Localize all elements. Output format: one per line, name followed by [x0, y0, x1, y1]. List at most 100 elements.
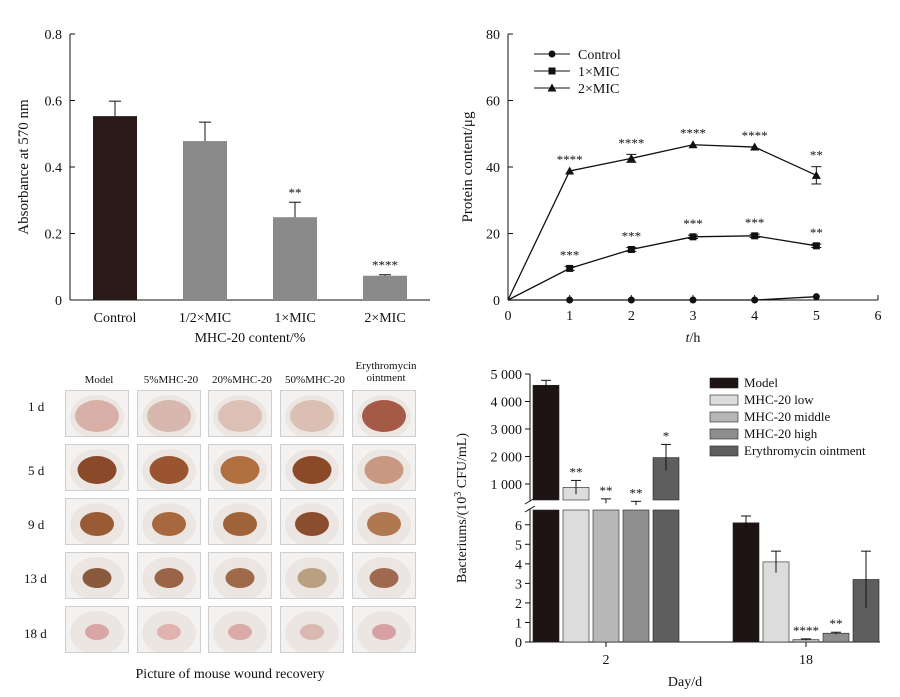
data-point: [566, 296, 574, 304]
bar: [532, 509, 560, 643]
chart-absorbance: 0 0.2 0.4 0.6 0.8 Control 1/2×MIC ** 1×MIC **** 2×…: [16, 28, 430, 346]
row-label: 1 d: [28, 399, 45, 414]
data-point: [689, 296, 697, 304]
y-tick-label: 0.6: [45, 95, 63, 110]
x-tick-label: 4: [751, 309, 758, 324]
wound-illustration: [357, 503, 411, 544]
data-point: [626, 153, 636, 162]
y-tick-label: 4: [515, 558, 522, 573]
significance-mark: ***: [745, 215, 765, 230]
significance-mark: ****: [680, 126, 706, 141]
mouse-wound-photo: [352, 498, 416, 545]
legend-swatch: [709, 377, 739, 389]
row-label: 9 d: [28, 517, 45, 532]
x-tick-label: 18: [799, 653, 813, 668]
bar: [622, 509, 650, 643]
series-line: [507, 235, 817, 301]
x-tick-label: 2×MIC: [364, 311, 405, 326]
wound-illustration: [357, 557, 411, 598]
data-point: [750, 142, 760, 151]
y-tick-label: 20: [486, 228, 500, 243]
mouse-wound-photo: [352, 444, 416, 491]
significance-mark: ****: [793, 623, 819, 638]
bar: [762, 561, 790, 643]
y-tick-label: 60: [486, 95, 500, 110]
x-axis-label: t/h: [686, 331, 701, 346]
x-tick-label: 3: [690, 309, 697, 324]
wound-illustration: [70, 395, 124, 436]
mouse-wound-photo: [65, 552, 129, 599]
mouse-wound-photo: [137, 444, 201, 491]
significance-mark: **: [570, 464, 583, 479]
legend-marker: [547, 83, 557, 92]
wound-illustration: [142, 503, 196, 544]
row-label: 18 d: [24, 626, 47, 641]
legend-label: MHC-20 middle: [744, 409, 831, 424]
bar: [363, 275, 407, 300]
data-point: [689, 233, 697, 241]
wound-illustration: [285, 449, 339, 490]
legend-label: 2×MIC: [578, 82, 619, 97]
data-point: [627, 245, 635, 253]
wound-illustration: [70, 503, 124, 544]
x-tick-label: 6: [875, 309, 882, 324]
bar: [652, 509, 680, 643]
row-label: 5 d: [28, 463, 45, 478]
x-tick-label: Control: [94, 311, 137, 326]
mouse-wound-photo: [280, 444, 344, 491]
wound-illustration: [285, 395, 339, 436]
bar: [183, 141, 227, 300]
data-point: [565, 166, 575, 175]
y-axis-label: Absorbance at 570 nm: [16, 99, 32, 235]
wound-illustration: [142, 557, 196, 598]
y-tick-label: 1: [515, 616, 522, 631]
mouse-wound-photo: [280, 390, 344, 437]
legend-marker: [548, 67, 556, 75]
y-axis-label: Bacteriums/(103 CFU/mL): [453, 433, 471, 583]
bar: [562, 509, 590, 643]
significance-mark: **: [830, 616, 843, 631]
y-tick-label: 3 000: [491, 423, 523, 438]
significance-mark: *: [663, 428, 670, 443]
data-point: [688, 140, 698, 149]
bar: [732, 522, 760, 643]
wound-illustration: [285, 611, 339, 652]
data-point: [812, 293, 820, 301]
significance-mark: ****: [742, 128, 768, 143]
data-point: [812, 242, 820, 250]
bar: [822, 632, 850, 643]
wound-illustration: [213, 503, 267, 544]
row-label: 13 d: [24, 571, 47, 586]
column-label: Model: [84, 374, 114, 386]
wound-illustration: [357, 449, 411, 490]
y-tick-label: 5: [515, 538, 522, 553]
y-tick-label: 5 000: [491, 368, 523, 383]
significance-mark: **: [630, 485, 643, 500]
mouse-wound-photo: [352, 606, 416, 653]
legend-swatch: [709, 445, 739, 457]
significance-mark: ****: [618, 135, 644, 150]
mouse-wound-photo: [208, 390, 272, 437]
wound-illustration: [357, 395, 411, 436]
x-axis-label: Day/d: [668, 675, 702, 690]
mouse-wound-photo: [208, 444, 272, 491]
legend-label: Erythromycin ointment: [744, 443, 866, 458]
significance-mark: ****: [557, 152, 583, 167]
x-tick-label: 1/2×MIC: [179, 311, 231, 326]
y-tick-label: 0.2: [45, 228, 63, 243]
y-tick-label: 40: [486, 161, 500, 176]
bar: [93, 116, 137, 300]
data-point: [627, 296, 635, 304]
wound-illustration: [70, 449, 124, 490]
column-label: Erythromycin ointment: [355, 360, 417, 384]
axis-break-mark: [524, 505, 536, 513]
wound-illustration: [357, 611, 411, 652]
wound-illustration: [213, 557, 267, 598]
mouse-wound-photo: [65, 498, 129, 545]
wound-illustration: [142, 449, 196, 490]
wound-illustration: [213, 611, 267, 652]
significance-mark: ****: [372, 258, 398, 273]
data-point: [751, 232, 759, 240]
mouse-wound-photo: [137, 606, 201, 653]
